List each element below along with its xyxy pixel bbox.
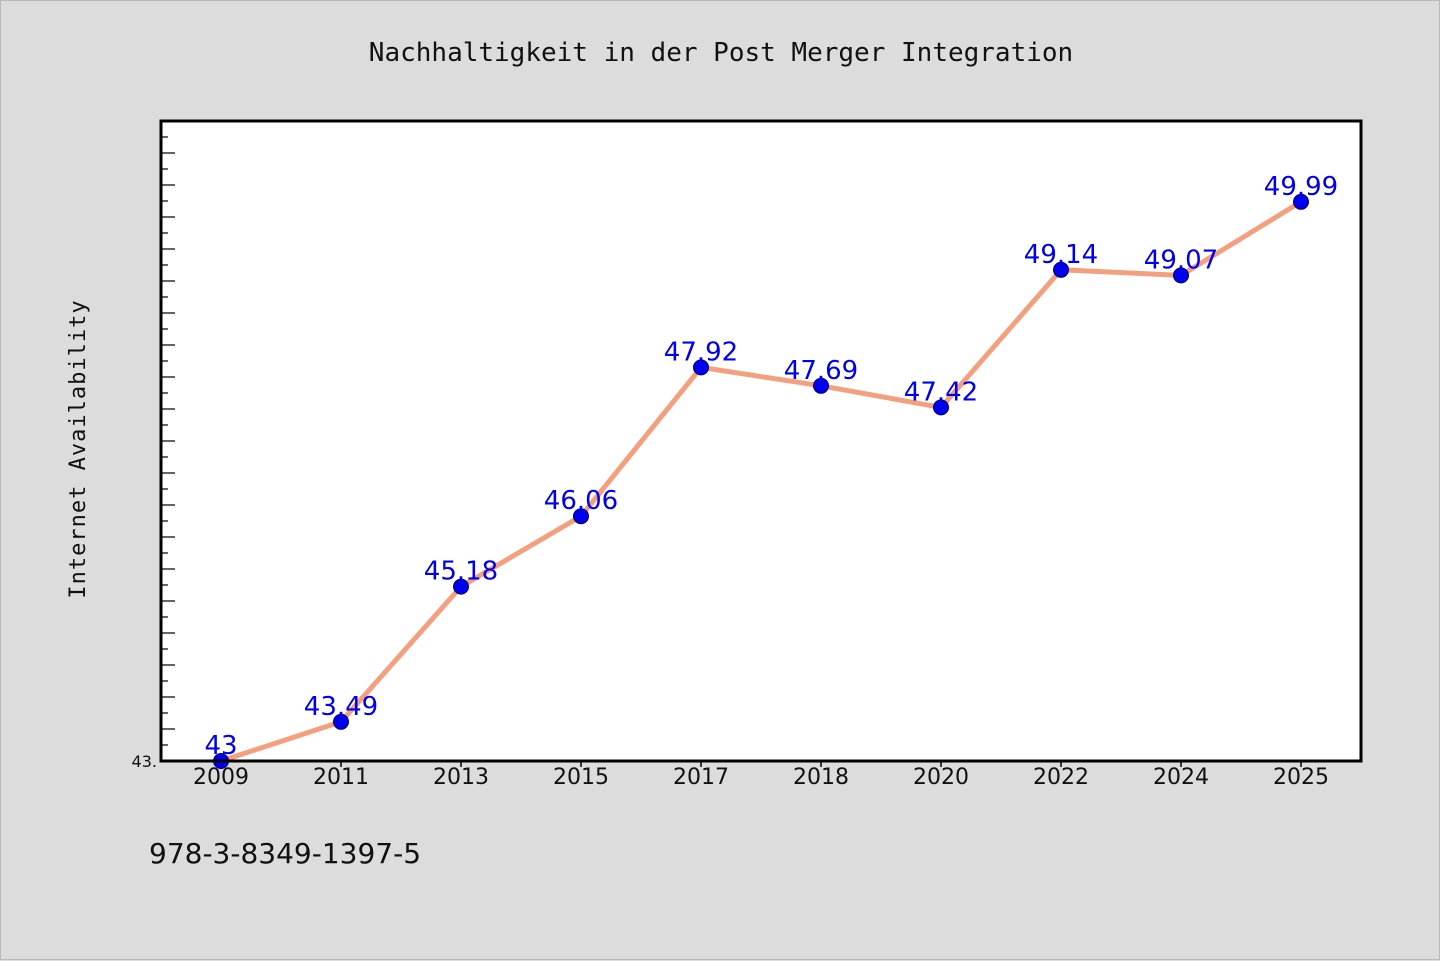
x-tick-label: 2017	[673, 765, 729, 790]
series-markers	[213, 193, 1309, 769]
x-tick-label: 2020	[913, 765, 969, 790]
x-axis-ticks: 2009 2011 2013 2015 2017 2018 2020 2022 2024 2025	[193, 761, 1329, 790]
data-label: 47.42	[904, 377, 978, 407]
data-label: 49.07	[1144, 245, 1218, 275]
plot-area	[161, 121, 1361, 761]
footnote-isbn: 978-3-8349-1397-5	[149, 837, 421, 870]
x-tick-label: 2011	[313, 765, 369, 790]
series-line	[218, 199, 1304, 764]
data-label: 43.49	[304, 692, 378, 722]
data-point	[333, 713, 349, 730]
x-tick-label: 2013	[433, 765, 489, 790]
x-tick-label: 2015	[553, 765, 609, 790]
data-point	[1053, 261, 1069, 278]
y-axis-label: Internet Availability	[66, 299, 91, 598]
series-line-group	[218, 199, 1304, 764]
data-label: 49.14	[1024, 240, 1098, 270]
x-tick-label: 2024	[1153, 765, 1209, 790]
y-tick-label: 43.	[132, 752, 157, 771]
data-label: 47.69	[784, 356, 858, 386]
x-tick-label: 2018	[793, 765, 849, 790]
y-axis-ticks	[161, 120, 175, 762]
data-label: 45.18	[424, 557, 498, 587]
data-point	[693, 359, 709, 376]
data-label: 49.99	[1264, 172, 1338, 202]
x-tick-label: 2022	[1033, 765, 1089, 790]
data-point	[813, 377, 829, 394]
data-point	[1173, 267, 1189, 284]
x-tick-label: 2025	[1273, 765, 1329, 790]
plot-border	[159, 119, 1363, 763]
chart-title: Nachhaltigkeit in der Post Merger Integr…	[369, 38, 1073, 68]
x-tick-label: 2009	[193, 765, 249, 790]
data-point	[453, 578, 469, 595]
data-point	[933, 399, 949, 416]
data-labels: 43 43.49 45.18 46.06 47.92 47.69 47.42 49.14 49.…	[204, 172, 1338, 761]
data-label: 47.92	[664, 337, 738, 367]
data-point	[1293, 193, 1309, 210]
data-point	[573, 508, 589, 525]
data-label: 46.06	[544, 486, 618, 516]
data-label: 43	[204, 731, 237, 761]
